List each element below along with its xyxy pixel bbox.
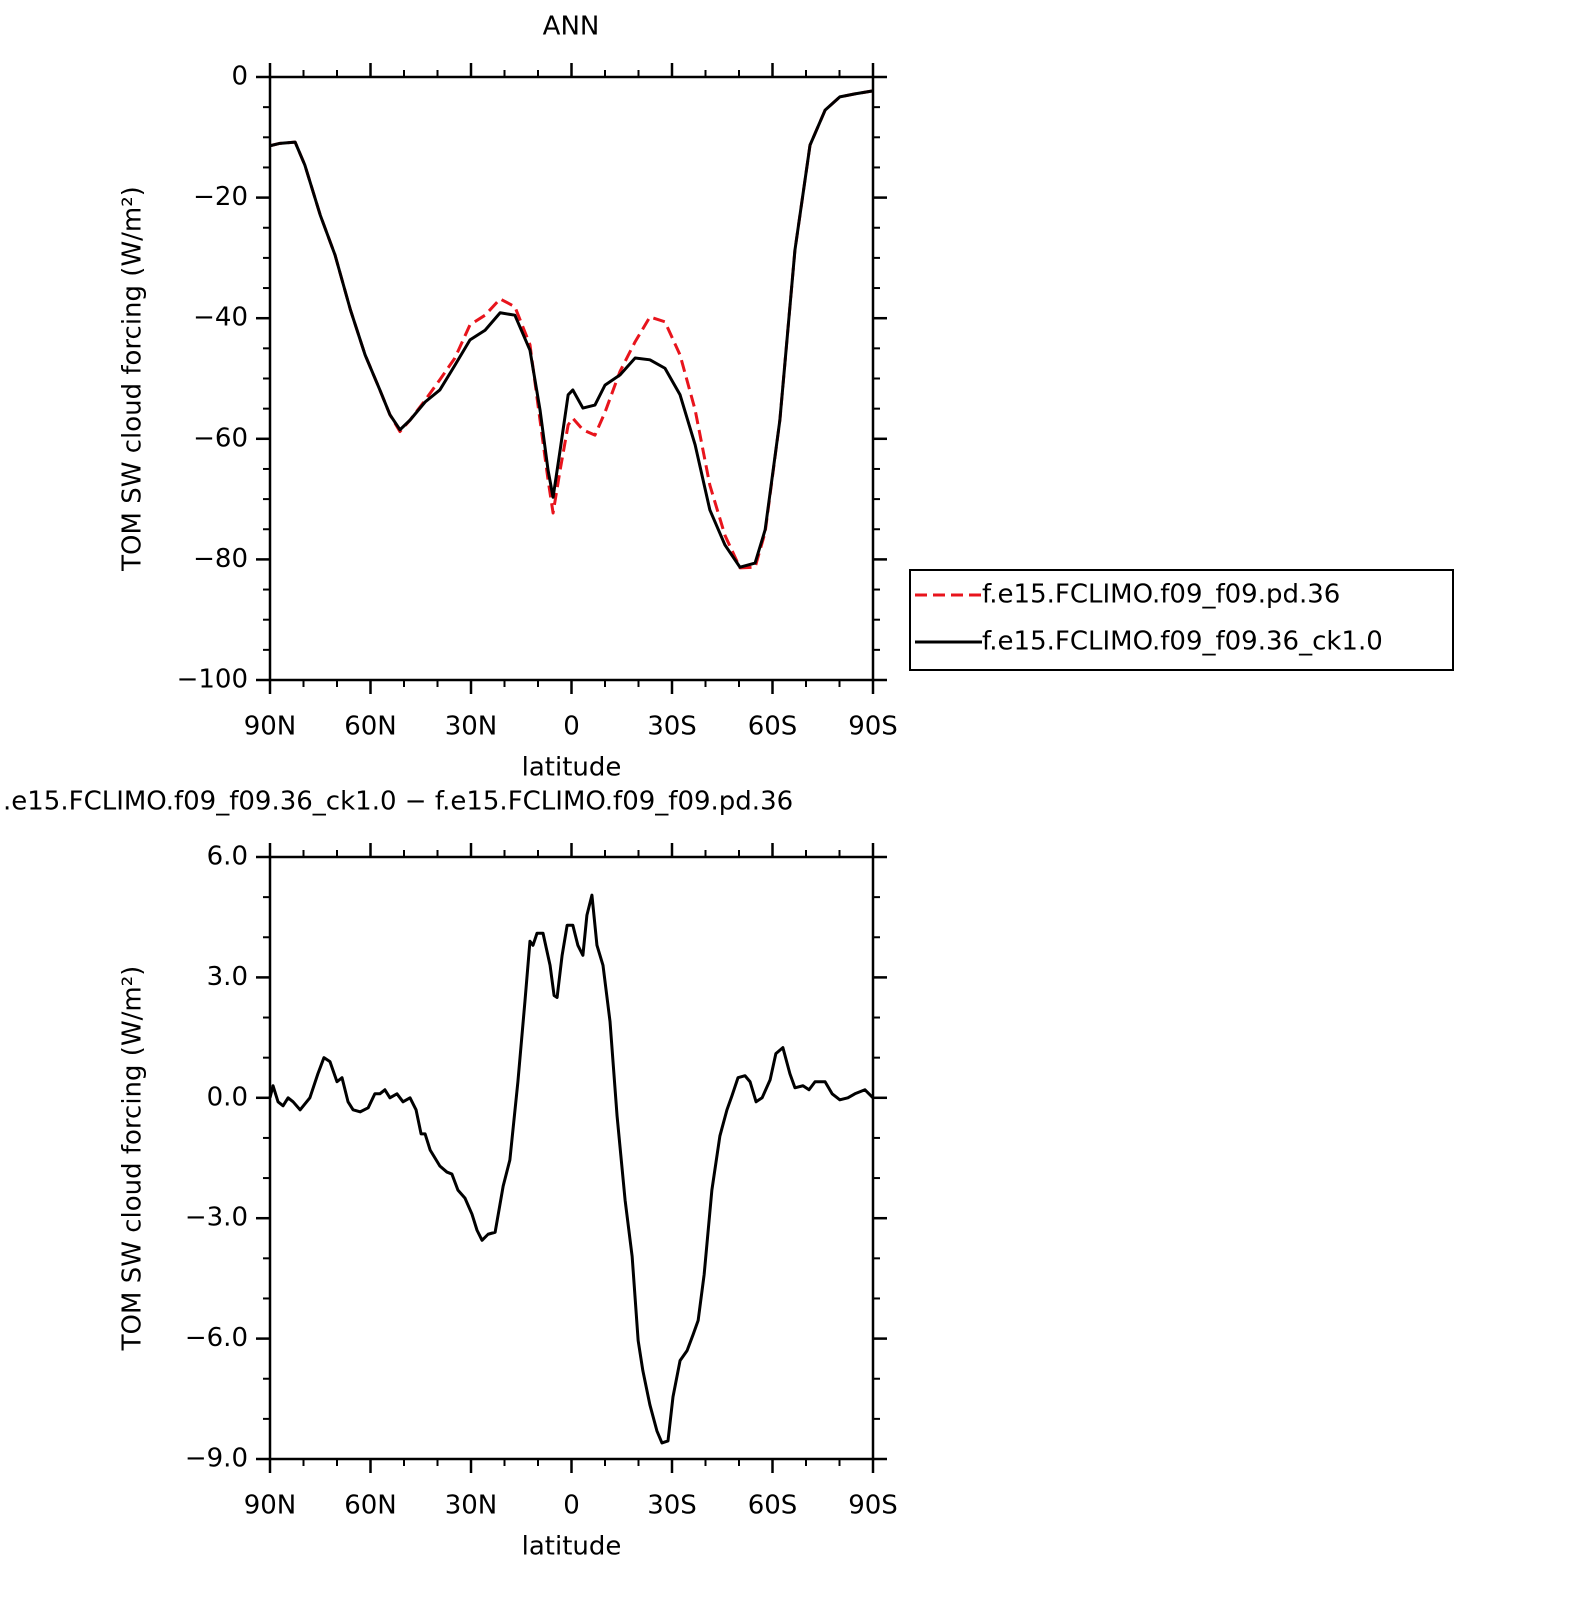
data-line <box>269 89 874 569</box>
y-tick-label: −60 <box>193 423 248 453</box>
data-line <box>269 89 874 570</box>
y-axis-label: TOM SW cloud forcing (W/m²) <box>118 966 148 1352</box>
x-tick-label: 90N <box>244 712 297 742</box>
x-tick-label: 60S <box>748 712 798 742</box>
chart-title: .e15.FCLIMO.f09_f09.36_ck1.0 − f.e15.FCL… <box>3 787 793 817</box>
x-tick-label: 90S <box>848 712 898 742</box>
x-tick-label: 0 <box>563 1491 580 1521</box>
y-tick-label: −40 <box>193 303 248 333</box>
y-tick-label: −20 <box>193 182 248 212</box>
y-tick-label: 0.0 <box>207 1082 248 1112</box>
y-tick-label: −80 <box>193 544 248 574</box>
x-tick-label: 30S <box>647 1491 697 1521</box>
y-tick-label: −6.0 <box>185 1323 248 1353</box>
x-tick-label: 30S <box>647 712 697 742</box>
y-tick-label: −100 <box>177 665 248 695</box>
y-tick-label: 6.0 <box>207 842 248 872</box>
legend-label: f.e15.FCLIMO.f09_f09.pd.36 <box>982 580 1340 610</box>
x-tick-label: 60N <box>344 1491 397 1521</box>
x-tick-label: 60N <box>344 712 397 742</box>
y-tick-label: 0 <box>231 62 248 92</box>
x-tick-label: 90N <box>244 1491 297 1521</box>
x-tick-label: 30N <box>445 712 498 742</box>
x-tick-label: 90S <box>848 1491 898 1521</box>
y-tick-label: −9.0 <box>185 1444 248 1474</box>
data-line <box>268 893 875 1445</box>
y-axis-label: TOM SW cloud forcing (W/m²) <box>118 186 148 572</box>
plot-frame <box>268 855 875 1461</box>
x-axis-label: latitude <box>522 1532 622 1562</box>
x-tick-label: 0 <box>563 712 580 742</box>
legend-label: f.e15.FCLIMO.f09_f09.36_ck1.0 <box>982 627 1383 657</box>
legend-box <box>909 569 1454 671</box>
x-tick-label: 30N <box>445 1491 498 1521</box>
y-tick-label: −3.0 <box>185 1203 248 1233</box>
y-tick-label: 3.0 <box>207 962 248 992</box>
x-axis-label: latitude <box>522 753 622 783</box>
x-tick-label: 60S <box>748 1491 798 1521</box>
chart-title: ANN <box>543 12 600 42</box>
